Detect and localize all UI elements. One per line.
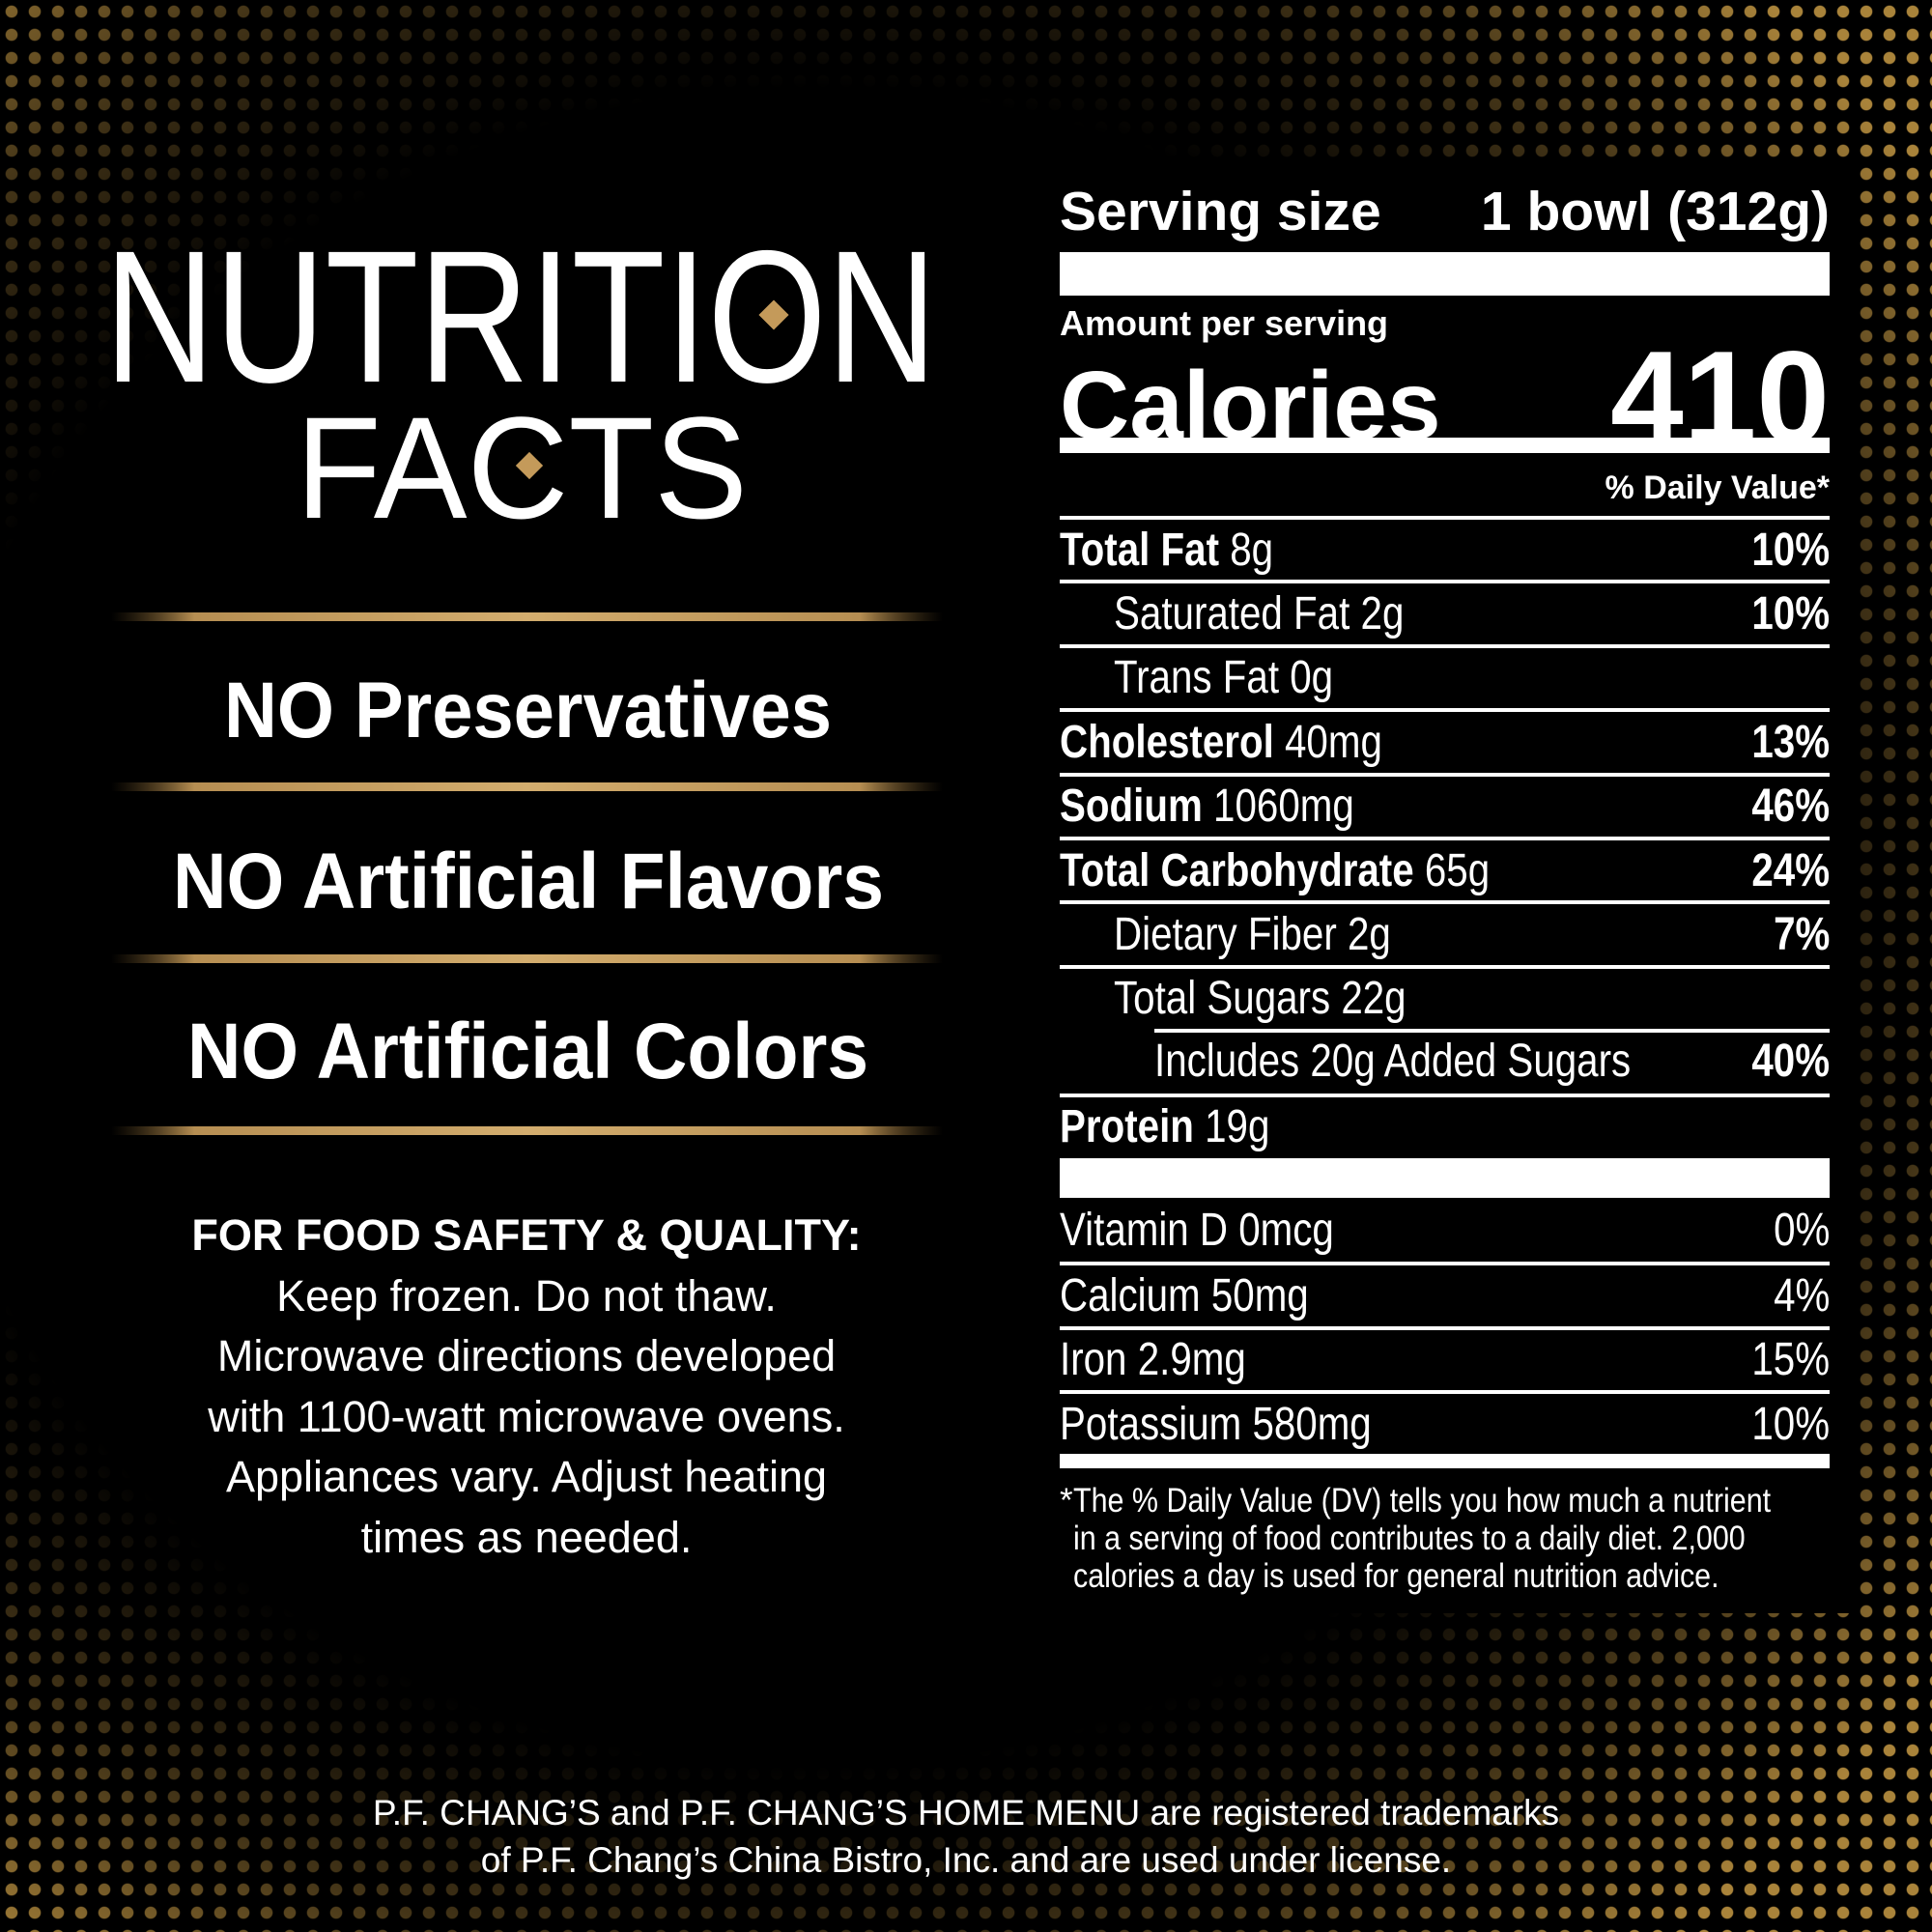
vitamin-row: Calcium 50mg 4%	[1060, 1262, 1830, 1325]
nutrient-amount: 8g	[1230, 524, 1274, 576]
nutrient-row: Total Sugars 22g	[1060, 964, 1830, 1029]
nutrient-list: Total Fat 8g 10% Saturated Fat 2g 10% Tran…	[1060, 516, 1830, 1157]
medium-rule	[1060, 1454, 1830, 1468]
footnote-line: The % Daily Value (DV) tells you how muc…	[1072, 1482, 1771, 1520]
claim: NO Artificial Flavors	[173, 838, 884, 925]
nutrient-amount: 1060mg	[1213, 781, 1354, 833]
nutrient-dv: 10%	[1751, 524, 1830, 576]
nutrient-name: Sodium	[1060, 781, 1203, 833]
nutrient-dv: 13%	[1751, 716, 1830, 768]
nutrient-row: Total Fat 8g 10%	[1060, 516, 1830, 580]
safety-line: with 1100-watt microwave ovens.	[208, 1391, 845, 1441]
nutrient-row: Includes 20g Added Sugars 40%	[1060, 1029, 1830, 1093]
nutrient-amount: 0g	[1290, 652, 1334, 704]
vitamin-name: Potassium	[1060, 1398, 1242, 1450]
nutrient-dv: 7%	[1773, 909, 1830, 961]
nutrient-amount: 2g	[1360, 588, 1405, 640]
safety-heading: FOR FOOD SAFETY & QUALITY:	[191, 1210, 862, 1260]
gold-divider	[111, 612, 943, 621]
safety-line: Keep frozen. Do not thaw.	[276, 1270, 777, 1321]
nutrient-name: Dietary Fiber	[1114, 909, 1337, 961]
vitamin-dv: 10%	[1751, 1398, 1830, 1450]
gold-divider	[111, 954, 943, 963]
vitamin-amount: 0mcg	[1238, 1204, 1334, 1256]
serving-size-label: Serving size	[1060, 181, 1381, 242]
trademark-line: P.F. CHANG’S and P.F. CHANG’S HOME MENU …	[372, 1793, 1560, 1833]
vitamin-row: Iron 2.9mg 15%	[1060, 1325, 1830, 1390]
nutrient-name: Protein	[1060, 1101, 1194, 1153]
nutrient-amount: 65g	[1424, 844, 1491, 896]
nutrient-row: Total Carbohydrate 65g 24%	[1060, 836, 1830, 900]
thick-rule	[1060, 252, 1830, 296]
gold-divider	[111, 1126, 943, 1135]
nutrient-amount: 40mg	[1285, 716, 1382, 768]
vitamin-amount: 50mg	[1210, 1270, 1309, 1322]
vitamin-dv: 15%	[1751, 1334, 1830, 1386]
safety-line: times as needed.	[360, 1512, 693, 1562]
safety-line: Microwave directions developed	[216, 1331, 837, 1380]
vitamin-dv: 4%	[1773, 1270, 1830, 1322]
vitamin-row: Potassium 580mg 10%	[1060, 1390, 1830, 1454]
medium-rule	[1060, 438, 1830, 453]
nutrient-name: Cholesterol	[1060, 716, 1274, 768]
vitamin-name: Calcium	[1060, 1270, 1201, 1322]
serving-size-value: 1 bowl (312g)	[1480, 181, 1830, 242]
footnote: * The % Daily Value (DV) tells you how m…	[1060, 1482, 1830, 1595]
amount-per-serving: Amount per serving	[1060, 303, 1389, 343]
vitamin-dv: 0%	[1773, 1204, 1830, 1256]
left-column: NUTRITION FACTS NO Preservatives NO Arti…	[104, 212, 943, 1135]
nutrient-row: Protein 19g	[1060, 1093, 1830, 1157]
nutrient-dv: 46%	[1751, 781, 1830, 833]
nutrient-row: Dietary Fiber 2g 7%	[1060, 900, 1830, 964]
vitamin-name: Vitamin D	[1060, 1204, 1229, 1256]
nutrient-row: Cholesterol 40mg 13%	[1060, 708, 1830, 772]
nutrient-amount: 19g	[1205, 1101, 1270, 1153]
safety-text: FOR FOOD SAFETY & QUALITY: Keep frozen. …	[97, 1206, 956, 1568]
footnote-mark: *	[1060, 1482, 1073, 1520]
footnote-line: in a serving of food contributes to a da…	[1072, 1520, 1746, 1557]
nutrient-name: Saturated Fat	[1114, 588, 1350, 640]
title-line: NUTRITION	[104, 212, 937, 422]
diamond	[515, 451, 544, 480]
serving-size: Serving size 1 bowl (312g)	[1060, 180, 1830, 243]
safety-line: Appliances vary. Adjust heating	[225, 1452, 828, 1501]
claim: NO Preservatives	[224, 667, 832, 754]
vitamin-amount: 2.9mg	[1137, 1334, 1246, 1386]
nutrient-amount: 22g	[1341, 973, 1406, 1025]
nutrient-name: Trans Fat	[1114, 652, 1280, 704]
nutrient-name: Total Sugars	[1114, 973, 1331, 1025]
vitamin-name: Iron	[1060, 1334, 1127, 1386]
nutrient-name: Total Fat	[1060, 524, 1220, 576]
trademark: P.F. CHANG’S and P.F. CHANG’S HOME MENU …	[0, 1789, 1932, 1884]
diamond	[758, 299, 789, 330]
nutrient-dv: 40%	[1751, 1035, 1830, 1087]
footnote-line: calories a day is used for general nutri…	[1072, 1557, 1719, 1595]
nutrient-amount: 2g	[1347, 909, 1391, 961]
nutrient-row: Trans Fat 0g	[1060, 643, 1830, 708]
daily-value-header: % Daily Value*	[1605, 469, 1830, 506]
gold-divider	[111, 782, 943, 791]
nutrient-row: Sodium 1060mg 46%	[1060, 772, 1830, 837]
trademark-line: of P.F. Chang’s China Bistro, Inc. and a…	[480, 1840, 1452, 1880]
thick-rule	[1060, 1158, 1830, 1198]
nutrient-dv: 24%	[1751, 844, 1830, 896]
nutrient-name: Includes 20g Added Sugars	[1154, 1035, 1632, 1087]
nutrient-name: Total Carbohydrate	[1060, 844, 1414, 896]
vitamin-amount: 580mg	[1252, 1398, 1372, 1450]
nutrient-dv: 10%	[1751, 588, 1830, 640]
vitamin-list: Vitamin D 0mcg 0% Calcium 50mg 4% Iron 2.9…	[1060, 1198, 1830, 1455]
nutrient-row: Saturated Fat 2g 10%	[1060, 580, 1830, 643]
vitamin-row: Vitamin D 0mcg 0%	[1060, 1198, 1830, 1262]
claim: NO Artificial Colors	[187, 1008, 868, 1095]
nutrition-label: Serving size 1 bowl (312g) Amount per se…	[1041, 160, 1855, 1613]
